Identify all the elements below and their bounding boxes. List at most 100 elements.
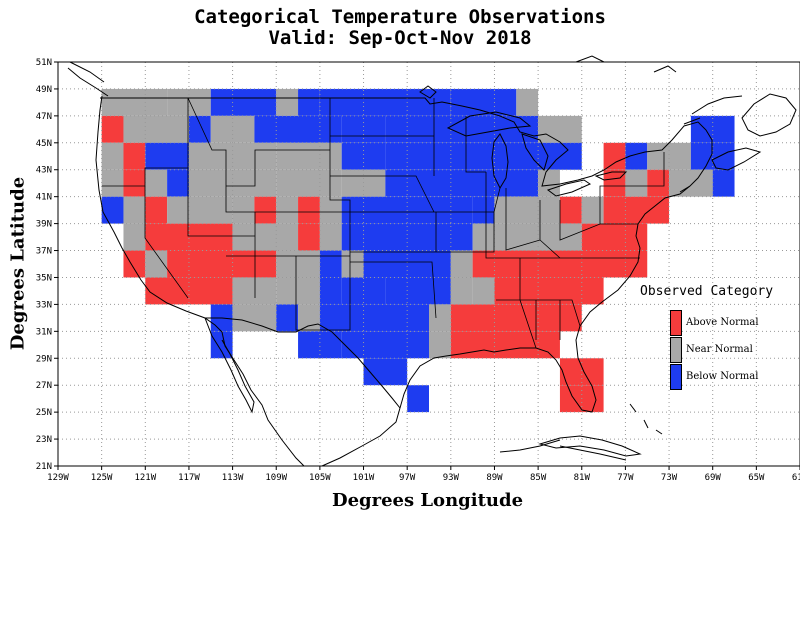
category-cell [276,250,320,278]
category-cell [319,223,342,251]
category-cell [123,115,189,143]
state-boundaries [102,97,665,349]
y-tick-label: 25N [36,408,52,418]
category-cell [341,331,429,359]
category-cell [538,169,560,197]
category-cell [363,223,473,251]
category-cell [232,277,277,305]
category-cell [538,115,582,143]
category-cell [450,250,473,278]
category-cell [472,196,495,224]
category-cell [450,304,582,332]
category-cell [385,277,451,305]
category-cell [516,88,539,116]
category-cell [581,196,604,224]
category-cell [123,196,146,224]
y-tick-label: 35N [36,273,52,283]
category-cell [254,115,342,143]
baja-california [204,317,255,414]
y-tick-label: 23N [36,435,52,445]
y-tick-label: 49N [36,85,52,95]
y-tick-label: 47N [36,112,52,122]
category-cell [101,115,124,143]
y-tick-label: 51N [36,58,52,68]
y-tick-label: 45N [36,139,52,149]
category-cell [712,169,735,197]
y-tick-label: 31N [36,327,52,337]
lake-superior [446,111,532,137]
gridlines [58,62,800,466]
category-cell [603,142,626,170]
nova-scotia [711,147,762,171]
geographic-outlines [67,55,797,467]
category-cell [145,196,168,224]
category-cell [298,331,342,359]
category-cell [363,250,451,278]
x-tick-label: 117W [178,473,200,483]
newfoundland [741,93,797,137]
x-tick-label: 109W [265,473,287,483]
category-cell [298,304,320,332]
category-cell [298,223,320,251]
category-cell [210,331,233,359]
x-tick-label: 65W [748,473,765,483]
y-tick-label: 43N [36,166,52,176]
category-cell [276,88,299,116]
category-cell [341,223,364,251]
gulf-st-lawrence [683,95,743,125]
north-islands [575,55,677,73]
y-tick-labels: 21N 23N 25N 27N 29N 31N 33N 35N 37N 39N 41N 43N 45N 4… [36,58,58,472]
category-cell [385,115,539,143]
x-tick-label: 77W [617,473,634,483]
pacific-coastline [95,95,305,467]
category-cell [188,142,277,170]
category-cell [450,88,517,116]
mexico-border [205,317,401,409]
y-tick-label: 41N [36,193,52,203]
x-tick-label: 125W [91,473,113,483]
category-cell [319,196,342,224]
gulf-of-mexico [321,407,627,467]
legend-swatch-below-normal [670,364,682,390]
category-cell [625,142,648,170]
category-cell [145,142,189,170]
legend-swatch-above-normal [670,310,682,336]
x-tick-label: 73W [661,473,678,483]
category-cell [341,169,386,197]
category-cell [407,385,429,413]
category-cell [450,331,560,359]
x-tick-label: 113W [222,473,244,483]
y-tick-label: 39N [36,220,52,230]
atlantic-coastline [399,185,691,413]
category-cell [188,169,277,197]
x-tick-label: 105W [309,473,331,483]
lake-ontario [594,171,628,181]
category-cell [363,358,408,386]
category-cell [341,142,386,170]
y-tick-label: 29N [36,354,52,364]
category-cell [319,250,342,278]
x-tick-label: 69W [705,473,722,483]
category-cell [385,169,539,197]
category-cell [232,196,255,224]
category-cell [123,142,146,170]
category-cell [123,223,146,251]
category-cell [167,250,277,278]
category-cell [276,304,299,332]
category-cell [429,304,451,332]
category-cell [254,196,277,224]
hudson-bay-edge [419,85,437,99]
category-cell [669,169,713,197]
cuba [538,435,642,457]
category-cell [276,142,342,170]
x-tick-label: 97W [399,473,416,483]
category-cell [647,142,691,170]
category-cell [603,196,670,224]
y-axis-label: Degrees Latitude [7,176,29,351]
plot-frame [57,61,800,467]
category-cell [276,196,299,224]
x-tick-label: 85W [530,473,547,483]
category-cell [145,169,168,197]
category-cell [232,304,277,332]
